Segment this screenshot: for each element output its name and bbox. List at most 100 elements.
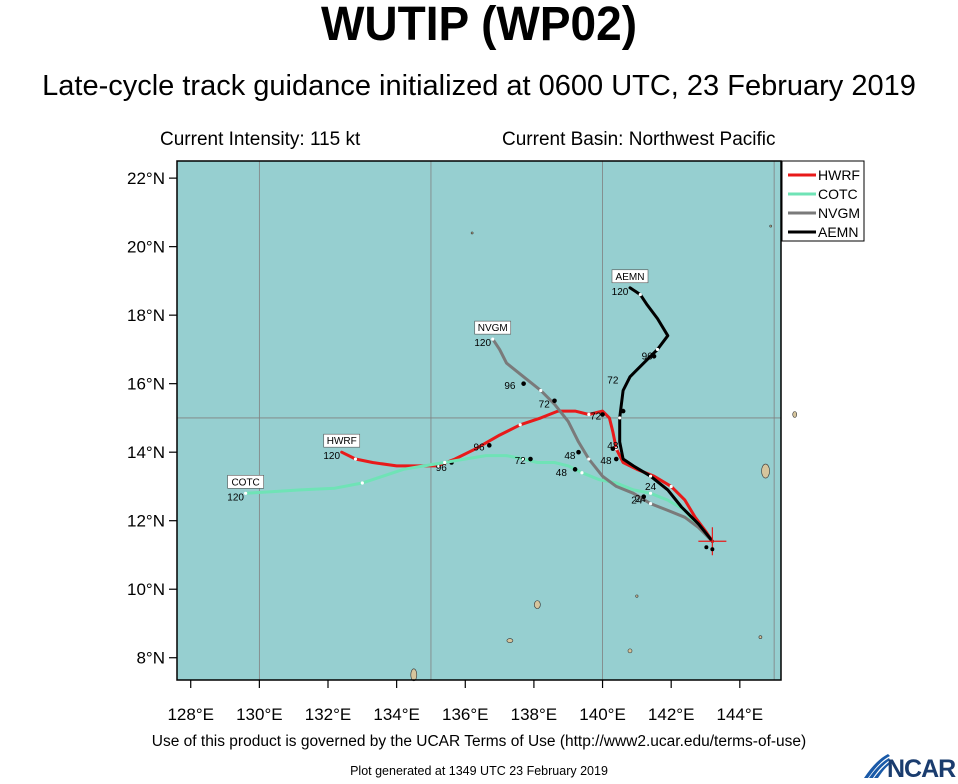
track-time-dot bbox=[669, 484, 673, 489]
track-day-marker bbox=[620, 408, 626, 414]
end-label-model: HWRF bbox=[327, 436, 357, 447]
track-time-dot bbox=[491, 337, 495, 341]
track-day-marker bbox=[521, 381, 526, 386]
lon-tick-label: 128°E bbox=[167, 705, 214, 724]
track-day-marker bbox=[610, 446, 616, 452]
lat-tick-label: 10°N bbox=[127, 580, 165, 599]
track-day-marker bbox=[641, 494, 647, 500]
legend-label-hwrf: HWRF bbox=[818, 167, 860, 183]
lon-tick-label: 142°E bbox=[648, 705, 695, 724]
lat-tick-label: 20°N bbox=[127, 238, 165, 257]
track-end-label-nvgm: NVGM 120 bbox=[474, 320, 512, 349]
forecast-hour-label: 96 bbox=[642, 352, 654, 363]
track-time-dot bbox=[638, 293, 642, 297]
current-position-marker bbox=[710, 547, 715, 552]
track-day-marker bbox=[552, 398, 557, 404]
lon-tick-label: 140°E bbox=[579, 705, 626, 724]
forecast-hour-label: 24 bbox=[631, 496, 643, 507]
forecast-hour-label: 48 bbox=[564, 451, 576, 462]
track-time-dot bbox=[443, 460, 447, 465]
track-line-aemn bbox=[618, 286, 714, 543]
track-time-dot bbox=[587, 457, 591, 461]
track-day-marker bbox=[600, 412, 605, 417]
end-label-hour: 120 bbox=[227, 492, 244, 503]
track-day-marker bbox=[576, 449, 581, 455]
track-time-dot bbox=[522, 457, 526, 461]
island-shape bbox=[761, 463, 770, 479]
island-shape bbox=[534, 600, 541, 609]
forecast-hour-label: 72 bbox=[515, 456, 527, 467]
current-position-marker bbox=[704, 545, 709, 550]
island-shape bbox=[470, 231, 474, 235]
track-time-dot bbox=[353, 457, 358, 461]
current-basin: Current Basin: Northwest Pacific bbox=[502, 129, 776, 150]
legend-label-nvgm: NVGM bbox=[818, 205, 860, 221]
island-shape bbox=[635, 594, 639, 598]
end-label-box bbox=[474, 320, 512, 335]
track-time-dot bbox=[648, 474, 653, 478]
forecast-hour-label: 48 bbox=[556, 468, 568, 479]
track-time-dot bbox=[648, 501, 653, 506]
track-time-dot bbox=[244, 491, 248, 495]
ncar-logo-text: NCAR bbox=[887, 755, 956, 783]
generated-timestamp: Plot generated at 1349 UTC 23 February 2… bbox=[350, 764, 608, 778]
map-frame bbox=[176, 160, 782, 681]
end-label-box bbox=[323, 433, 361, 448]
legend-label-aemn: AEMN bbox=[818, 224, 858, 240]
island-shape bbox=[769, 224, 773, 228]
island-shape bbox=[627, 648, 633, 654]
current-intensity: Current Intensity: 115 kt bbox=[160, 129, 361, 150]
end-label-box bbox=[611, 269, 649, 284]
end-label-hour: 120 bbox=[323, 451, 340, 462]
forecast-hour-label: 72 bbox=[607, 376, 619, 387]
track-time-dot bbox=[360, 481, 364, 485]
track-time-dot bbox=[580, 471, 584, 475]
forecast-hour-label: 48 bbox=[600, 456, 612, 467]
lat-tick-label: 16°N bbox=[127, 375, 165, 394]
island-shape bbox=[506, 638, 514, 643]
end-label-model: NVGM bbox=[478, 323, 508, 334]
lon-tick-label: 144°E bbox=[717, 705, 764, 724]
lon-tick-label: 130°E bbox=[236, 705, 283, 724]
island-shape bbox=[758, 635, 763, 639]
track-day-marker bbox=[572, 467, 578, 472]
track-time-dot bbox=[648, 491, 653, 495]
track-time-dot bbox=[618, 416, 622, 420]
legend-label-cotc: COTC bbox=[818, 186, 858, 202]
track-day-marker bbox=[651, 353, 657, 359]
track-day-marker bbox=[613, 456, 619, 462]
track-end-label-cotc: COTC 120 bbox=[227, 474, 264, 503]
ocean-background bbox=[177, 161, 781, 680]
legend: HWRF COTC NVGM AEMN bbox=[781, 160, 865, 242]
island-shape bbox=[792, 411, 798, 418]
track-day-marker bbox=[486, 443, 492, 448]
track-end-label-hwrf: HWRF 120 bbox=[323, 433, 361, 462]
storm-title: WUTIP (WP02) bbox=[320, 0, 638, 51]
terms-of-use: Use of this product is governed by the U… bbox=[151, 733, 807, 750]
forecast-hour-label: 72 bbox=[539, 400, 551, 411]
end-label-hour: 120 bbox=[612, 287, 629, 298]
forecast-hour-label: 24 bbox=[645, 482, 657, 493]
end-label-hour: 120 bbox=[474, 338, 491, 349]
track-time-dot bbox=[614, 447, 618, 451]
forecast-hour-label: 96 bbox=[436, 463, 448, 474]
track-end-label-aemn: AEMN 120 bbox=[611, 269, 649, 298]
track-time-dot bbox=[518, 423, 522, 427]
forecast-hour-label: 96 bbox=[473, 442, 485, 453]
lon-tick-label: 138°E bbox=[511, 705, 558, 724]
lat-tick-label: 18°N bbox=[127, 306, 165, 325]
end-label-model: COTC bbox=[231, 477, 259, 488]
track-time-dot bbox=[655, 347, 660, 352]
guidance-subtitle: Late-cycle track guidance initialized at… bbox=[42, 70, 916, 102]
lat-tick-label: 8°N bbox=[136, 649, 165, 668]
lat-tick-label: 22°N bbox=[127, 169, 165, 188]
track-time-dot bbox=[587, 412, 591, 417]
lat-tick-label: 14°N bbox=[127, 443, 165, 462]
forecast-hour-label: 48 bbox=[607, 441, 619, 452]
forecast-hour-label: 24 bbox=[635, 494, 647, 505]
end-label-model: AEMN bbox=[616, 272, 645, 283]
lon-tick-label: 134°E bbox=[373, 705, 420, 724]
island-shape bbox=[410, 668, 418, 682]
lon-tick-label: 136°E bbox=[442, 705, 489, 724]
